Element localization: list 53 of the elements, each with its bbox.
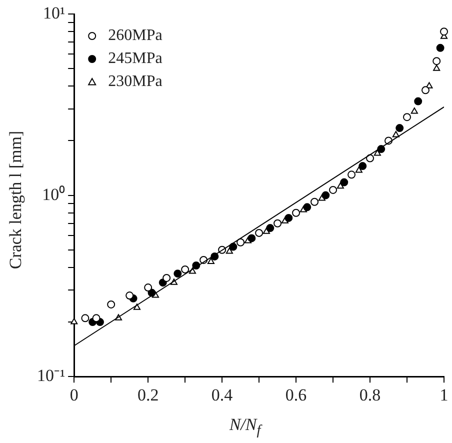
point <box>440 28 448 36</box>
x-tick-label: 0.8 <box>359 385 381 404</box>
point <box>392 131 400 138</box>
point <box>414 97 422 106</box>
point <box>144 284 152 292</box>
point <box>181 265 190 274</box>
point <box>436 44 444 52</box>
point <box>70 318 78 324</box>
point <box>410 107 418 114</box>
point <box>207 258 214 264</box>
point <box>266 224 274 232</box>
point <box>226 247 233 254</box>
point <box>358 162 367 170</box>
x-axis-title: N/N$_{f}$ <box>228 414 264 439</box>
point <box>374 150 381 156</box>
point <box>126 292 134 300</box>
y-axis-title: Crack length l [mm] <box>6 130 26 270</box>
point <box>133 304 141 310</box>
point <box>310 198 319 206</box>
point <box>174 270 182 278</box>
point <box>340 178 348 186</box>
point <box>322 191 330 200</box>
y-tick-label: 10⁰ <box>42 184 66 204</box>
point <box>81 314 90 322</box>
point <box>422 86 430 94</box>
point <box>162 274 171 282</box>
point <box>303 203 312 212</box>
point <box>255 228 264 237</box>
y-tick-label: 10¹ <box>42 3 66 22</box>
point <box>107 300 116 308</box>
point <box>432 57 441 66</box>
point <box>355 166 362 173</box>
point <box>274 219 282 228</box>
y-tick-label: 10⁻¹ <box>36 366 66 386</box>
point <box>236 238 245 246</box>
point <box>229 242 238 251</box>
x-tick-label: 0.2 <box>137 385 159 404</box>
legend-label: 230MPa <box>108 73 162 90</box>
point <box>92 314 100 322</box>
point <box>403 113 412 122</box>
x-tick-label: 1 <box>440 385 448 404</box>
legend-label: 260MPa <box>108 27 162 44</box>
point <box>248 234 256 242</box>
x-tick-label: 0.6 <box>285 385 307 404</box>
legend-label: 245MPa <box>108 50 162 68</box>
x-tick-label: 0 <box>70 385 78 404</box>
point <box>284 214 293 222</box>
point <box>396 124 404 132</box>
x-tick-label: 0.4 <box>211 385 234 404</box>
point <box>348 170 356 179</box>
point <box>433 64 440 71</box>
point <box>329 186 338 194</box>
point <box>292 208 300 217</box>
